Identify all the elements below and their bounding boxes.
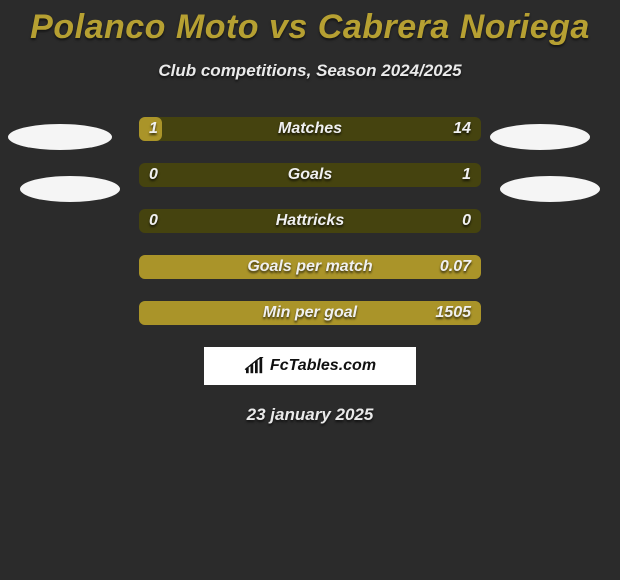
decor-ellipse: [8, 124, 112, 150]
date-text: 23 january 2025: [0, 405, 620, 425]
stat-row: 0.07Goals per match: [139, 255, 481, 279]
stat-label: Goals per match: [139, 255, 481, 279]
decor-ellipse: [490, 124, 590, 150]
decor-ellipse: [20, 176, 120, 202]
stat-label: Matches: [139, 117, 481, 141]
stat-row: 1505Min per goal: [139, 301, 481, 325]
page-title: Polanco Moto vs Cabrera Noriega: [0, 0, 620, 47]
stat-label: Hattricks: [139, 209, 481, 233]
stat-label: Goals: [139, 163, 481, 187]
decor-ellipse: [500, 176, 600, 202]
stat-label: Min per goal: [139, 301, 481, 325]
stat-row: 00Hattricks: [139, 209, 481, 233]
bar-chart-icon: [244, 357, 266, 375]
stat-row: 114Matches: [139, 117, 481, 141]
stat-row: 01Goals: [139, 163, 481, 187]
brand-text: FcTables.com: [270, 357, 376, 375]
brand-box: FcTables.com: [204, 347, 416, 385]
subtitle: Club competitions, Season 2024/2025: [0, 61, 620, 81]
